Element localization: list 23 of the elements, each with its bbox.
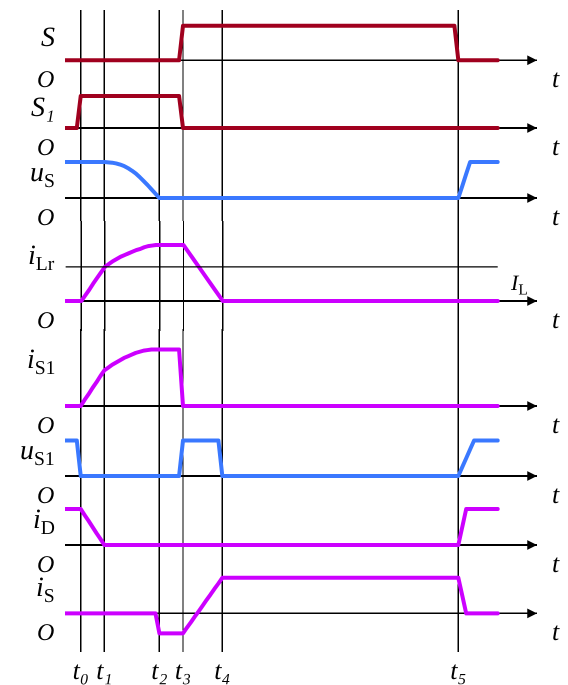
x-tick-label: t₄ [214, 656, 230, 685]
x-tick-label: t₀ [72, 656, 89, 685]
ref-line-label: I$_{L}$ [510, 270, 528, 299]
x-axis-title: t [552, 132, 560, 161]
x-tick-label: t₁ [96, 656, 112, 685]
x-tick-label: t₅ [450, 656, 466, 685]
y-axis-title: i$_{Lr}$ [28, 240, 55, 275]
x-axis-title: t [552, 480, 560, 509]
y-axis-title: i$_{S1}$ [27, 344, 56, 379]
x-axis-title: t [552, 549, 560, 578]
y-axis-title: S₁ [31, 92, 55, 123]
x-axis-title: t [552, 617, 560, 646]
text: O [37, 67, 54, 93]
text: O [37, 308, 54, 334]
x-axis-title: t [552, 202, 560, 231]
x-tick-label: t₂ [151, 656, 168, 685]
y-axis-title: S [41, 22, 55, 53]
x-axis-title: t [552, 410, 560, 439]
x-axis-title: t [552, 64, 560, 93]
x-axis-title: t [552, 305, 560, 334]
x-tick-label: t₃ [174, 656, 192, 685]
text: O [37, 620, 54, 646]
text: O [37, 205, 54, 231]
